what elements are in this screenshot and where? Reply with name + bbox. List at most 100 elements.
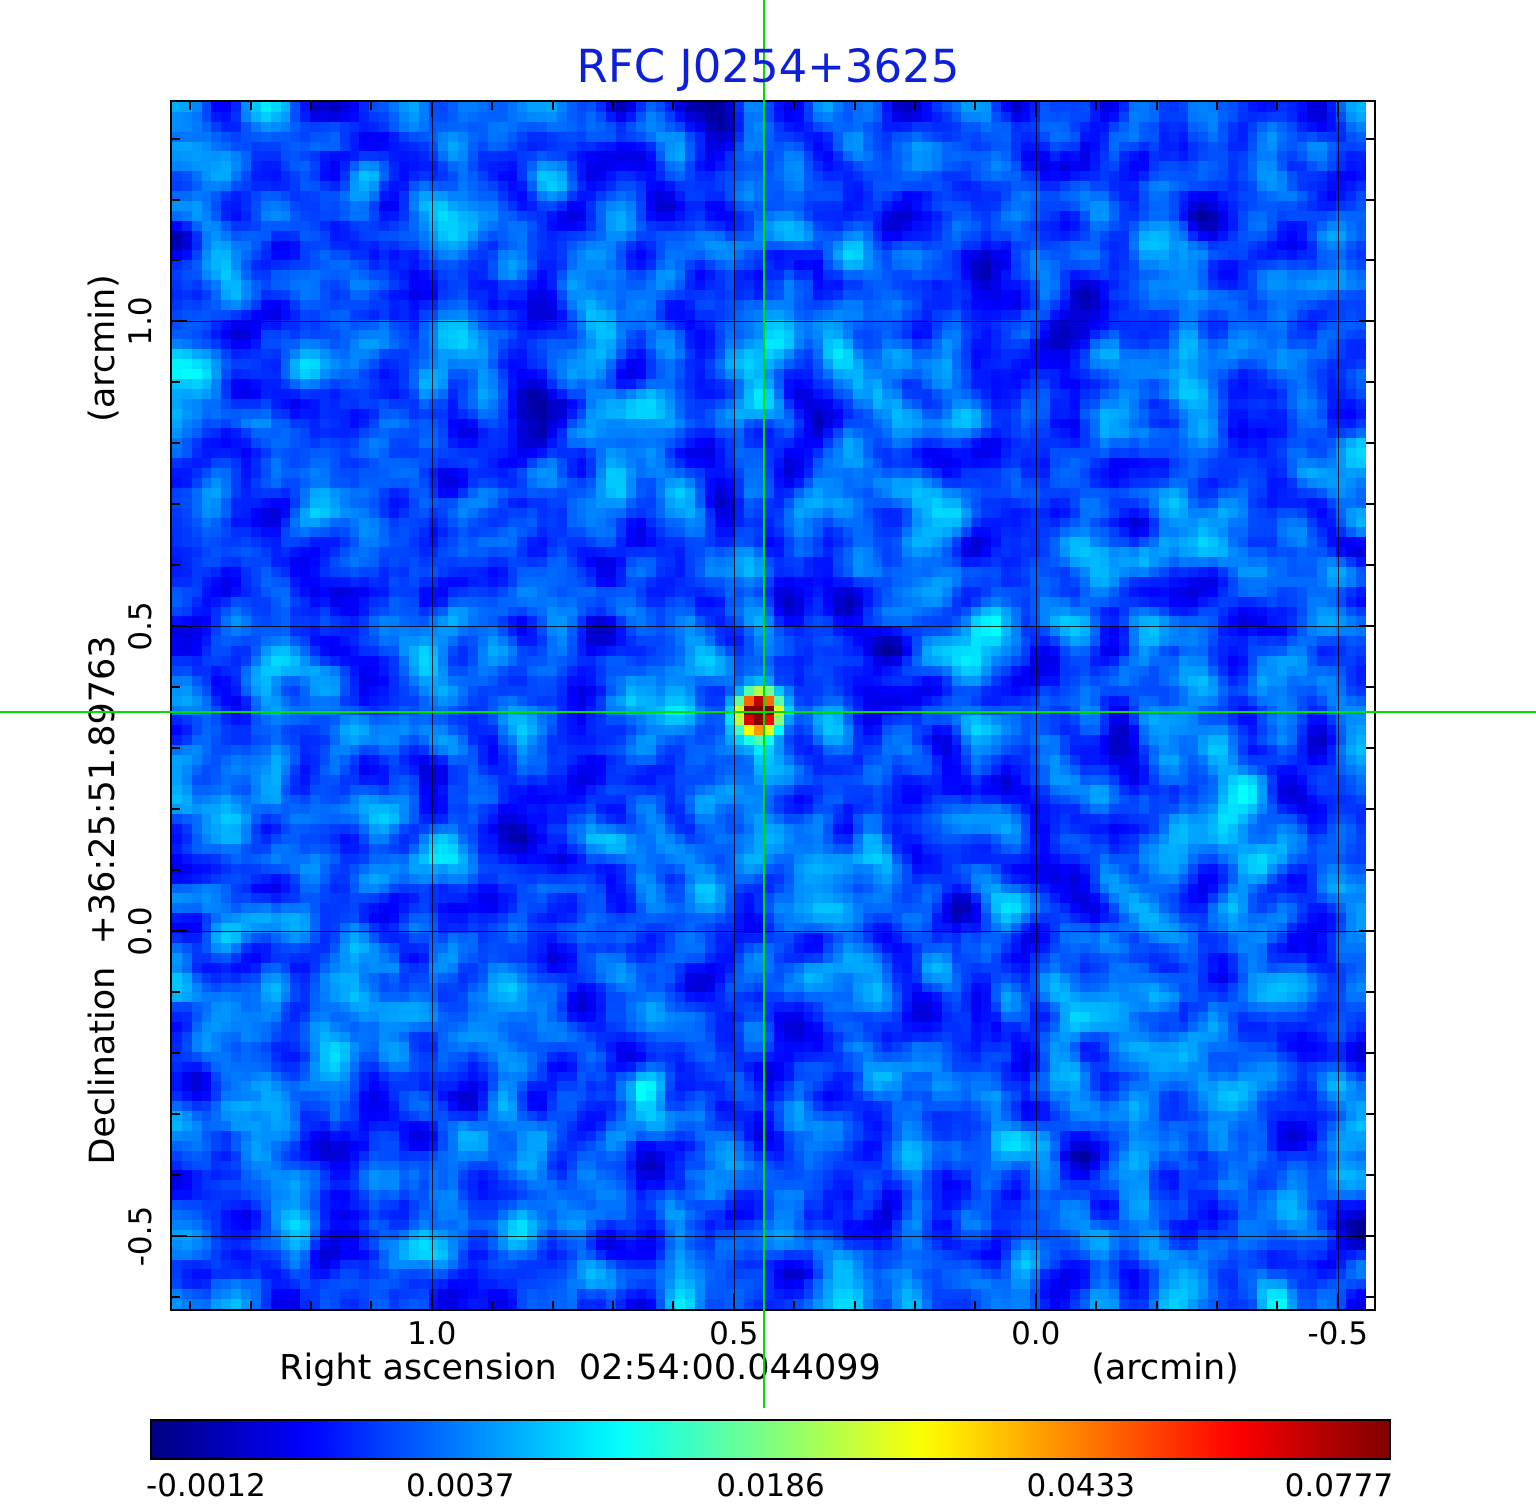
tick-mark: [551, 1301, 554, 1309]
tick-mark: [853, 102, 856, 110]
y-tick-label: -0.5: [123, 1205, 159, 1267]
tick-mark: [1366, 1173, 1374, 1176]
tick-mark: [1034, 1294, 1037, 1309]
tick-mark: [732, 1294, 735, 1309]
tick-mark: [853, 1301, 856, 1309]
tick-mark: [430, 1294, 433, 1309]
tick-mark: [913, 102, 916, 110]
tick-mark: [1366, 686, 1374, 689]
tick-mark: [172, 625, 187, 628]
crosshair-vertical-line: [762, 0, 765, 1408]
tick-mark: [1095, 102, 1098, 110]
tick-mark: [1359, 930, 1374, 933]
y-tick-label: 0.5: [123, 601, 159, 651]
plot-title: RFC J0254+3625: [576, 40, 960, 93]
grid-line-horizontal: [172, 1235, 1374, 1237]
tick-mark: [172, 198, 180, 201]
tick-mark: [1366, 1051, 1374, 1054]
tick-mark: [1359, 625, 1374, 628]
y-axis-label: Declination +36:25:51.89763: [83, 635, 123, 1165]
grid-line-vertical: [1337, 102, 1339, 1309]
tick-mark: [1366, 442, 1374, 445]
tick-mark: [1366, 991, 1374, 993]
tick-mark: [793, 1301, 796, 1309]
tick-mark: [370, 1301, 373, 1309]
image-right-gap: [1366, 102, 1374, 1309]
tick-mark: [430, 102, 433, 117]
x-tick-label: 0.5: [709, 1316, 759, 1352]
x-tick-label: 1.0: [407, 1316, 457, 1352]
colorbar-tick-label: 0.0433: [1026, 1468, 1135, 1504]
tick-mark: [172, 381, 180, 384]
crosshair-horizontal-line: [0, 710, 1536, 713]
tick-mark: [172, 930, 187, 933]
tick-mark: [1359, 1234, 1374, 1237]
grid-line-vertical: [431, 102, 433, 1309]
tick-mark: [189, 102, 192, 110]
y-tick-label: 0.0: [123, 906, 159, 956]
tick-mark: [1366, 198, 1374, 201]
tick-mark: [172, 991, 180, 993]
colorbar-tick-label: -0.0012: [146, 1468, 266, 1504]
tick-mark: [249, 102, 252, 110]
tick-mark: [1034, 102, 1037, 117]
tick-mark: [172, 869, 180, 872]
tick-mark: [974, 102, 977, 110]
colorbar-tick-label: 0.0037: [406, 1468, 515, 1504]
grid-line-vertical: [1035, 102, 1037, 1309]
tick-mark: [1215, 1301, 1218, 1309]
tick-mark: [172, 808, 180, 811]
radio-map-canvas: [172, 102, 1366, 1309]
x-axis-unit-label: (arcmin): [1091, 1348, 1239, 1388]
tick-mark: [172, 1234, 187, 1237]
tick-mark: [309, 102, 312, 110]
tick-mark: [1095, 1301, 1098, 1309]
colorbar: [150, 1419, 1391, 1460]
tick-mark: [1336, 1294, 1339, 1309]
tick-mark: [172, 1173, 180, 1176]
tick-mark: [793, 102, 796, 110]
tick-mark: [732, 102, 735, 117]
tick-mark: [672, 1301, 675, 1309]
x-tick-label: -0.5: [1307, 1316, 1369, 1352]
tick-mark: [1366, 808, 1374, 811]
tick-mark: [1155, 102, 1158, 110]
tick-mark: [309, 1301, 312, 1309]
tick-mark: [172, 137, 180, 140]
grid-line-horizontal: [172, 321, 1374, 323]
tick-mark: [370, 102, 373, 110]
grid-line-horizontal: [172, 931, 1374, 933]
tick-mark: [1366, 259, 1374, 262]
tick-mark: [172, 503, 180, 506]
tick-mark: [172, 1051, 180, 1054]
tick-mark: [491, 1301, 494, 1309]
tick-mark: [491, 102, 494, 110]
tick-mark: [611, 1301, 614, 1309]
colorbar-tick-label: 0.0186: [716, 1468, 825, 1504]
tick-mark: [1276, 1301, 1279, 1309]
tick-mark: [672, 102, 675, 110]
tick-mark: [1366, 503, 1374, 506]
tick-mark: [1336, 102, 1339, 117]
tick-mark: [1155, 1301, 1158, 1309]
tick-mark: [172, 320, 187, 323]
tick-mark: [1366, 869, 1374, 872]
tick-mark: [1366, 381, 1374, 384]
tick-mark: [172, 442, 180, 445]
grid-line-horizontal: [172, 626, 1374, 628]
y-tick-label: 1.0: [123, 296, 159, 347]
tick-mark: [1366, 564, 1374, 567]
y-axis-unit-label: (arcmin): [83, 274, 123, 422]
tick-mark: [611, 102, 614, 110]
tick-mark: [913, 1301, 916, 1309]
tick-mark: [1276, 102, 1279, 110]
tick-mark: [172, 1295, 180, 1298]
colorbar-tick-label: 0.0777: [1284, 1468, 1394, 1504]
tick-mark: [1359, 320, 1374, 323]
tick-mark: [249, 1301, 252, 1309]
grid-line-vertical: [733, 102, 735, 1309]
tick-mark: [172, 1112, 180, 1115]
tick-mark: [172, 747, 180, 750]
tick-mark: [1366, 747, 1374, 750]
